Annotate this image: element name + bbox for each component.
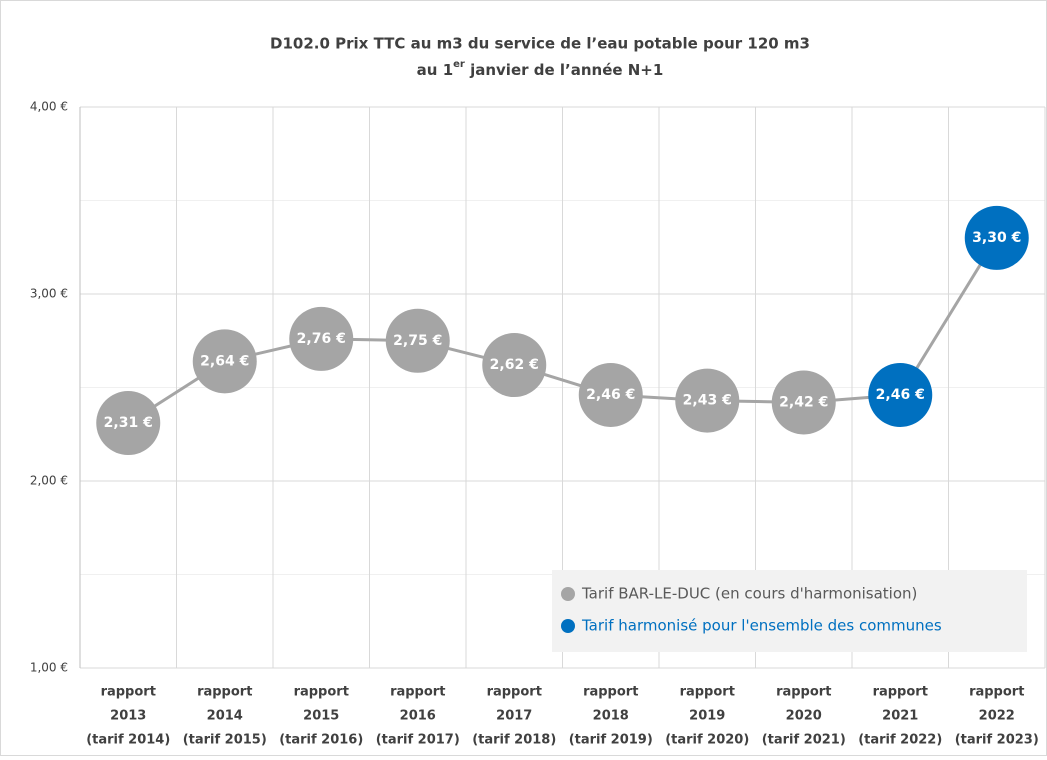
x-tick-label: 2014: [207, 709, 243, 724]
data-label: 2,46 €: [586, 387, 635, 403]
x-tick-label: (tarif 2022): [858, 733, 942, 748]
data-label: 2,62 €: [490, 357, 539, 373]
x-tick-label: rapport: [101, 685, 156, 700]
x-tick-label: rapport: [390, 685, 445, 700]
chart-title: au 1er janvier de l’année N+1: [417, 59, 664, 79]
point: [289, 306, 354, 371]
x-tick-label: (tarif 2023): [955, 733, 1039, 748]
point: [578, 362, 643, 427]
x-tick-label: rapport: [197, 685, 252, 700]
y-tick-label: 4,00 €: [30, 100, 68, 114]
point: [385, 308, 450, 373]
line: [127, 237, 999, 425]
point: [771, 370, 836, 435]
x-tick-label: (tarif 2021): [762, 733, 846, 748]
legend-box: [552, 570, 1027, 652]
x-tick-label: 2018: [593, 709, 629, 724]
legend-label: Tarif BAR-LE-DUC (en cours d'harmonisati…: [581, 585, 917, 603]
x-tick-label: rapport: [680, 685, 735, 700]
point: [192, 329, 257, 394]
legend-swatch: [561, 619, 575, 633]
x-tick-label: 2022: [979, 709, 1015, 724]
title-part: au 1: [417, 61, 453, 79]
x-tick-label: 2020: [786, 709, 822, 724]
x-tick-label: (tarif 2016): [279, 733, 363, 748]
y-tick-label: 1,00 €: [30, 661, 68, 675]
x-tick-label: (tarif 2018): [472, 733, 556, 748]
point: [964, 205, 1029, 270]
data-label: 2,64 €: [200, 353, 249, 369]
x-tick-label: rapport: [969, 685, 1024, 700]
x-tick-label: 2021: [882, 709, 918, 724]
title-sup: er: [453, 59, 465, 70]
data-label: 2,43 €: [683, 393, 732, 409]
point: [482, 333, 547, 398]
legend-swatch: [561, 587, 575, 601]
data-label: 2,75 €: [393, 333, 442, 349]
x-tick-label: (tarif 2017): [376, 733, 460, 748]
x-tick-label: rapport: [776, 685, 831, 700]
data-label: 2,76 €: [297, 331, 346, 347]
y-tick-label: 3,00 €: [30, 287, 68, 301]
x-tick-label: rapport: [583, 685, 638, 700]
x-tick-label: rapport: [873, 685, 928, 700]
x-tick-label: rapport: [294, 685, 349, 700]
point: [675, 368, 740, 433]
x-tick-label: 2016: [400, 709, 436, 724]
title-part: janvier de l’année N+1: [465, 61, 663, 79]
data-label: 2,46 €: [876, 387, 925, 403]
chart-title: D102.0 Prix TTC au m3 du service de l’ea…: [270, 35, 810, 53]
x-tick-label: 2013: [110, 709, 146, 724]
x-tick-label: rapport: [487, 685, 542, 700]
x-tick-label: 2019: [689, 709, 725, 724]
point: [96, 391, 161, 456]
x-tick-label: (tarif 2014): [86, 733, 170, 748]
x-tick-label: 2015: [303, 709, 339, 724]
legend-label: Tarif harmonisé pour l'ensemble des comm…: [581, 617, 942, 635]
data-label: 3,30 €: [972, 230, 1021, 246]
x-tick-label: 2017: [496, 709, 532, 724]
data-label: 2,31 €: [104, 415, 153, 431]
data-label: 2,42 €: [779, 394, 828, 410]
x-tick-label: (tarif 2019): [569, 733, 653, 748]
point: [868, 362, 933, 427]
x-tick-label: (tarif 2020): [665, 733, 749, 748]
x-tick-label: (tarif 2015): [183, 733, 267, 748]
y-tick-label: 2,00 €: [30, 474, 68, 488]
